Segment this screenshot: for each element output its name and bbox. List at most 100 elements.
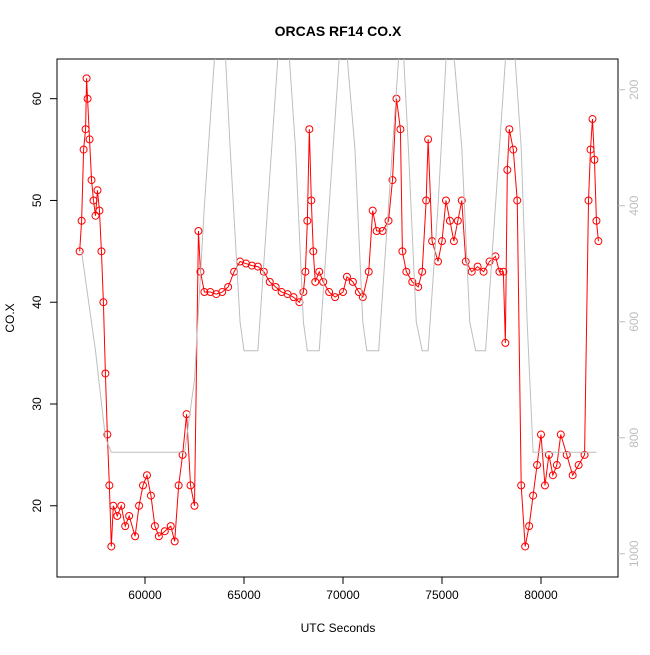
point: [533, 461, 542, 470]
point: [247, 261, 256, 270]
point: [580, 450, 589, 459]
point: [160, 527, 169, 536]
point: [449, 237, 458, 246]
point: [495, 267, 504, 276]
point: [568, 471, 577, 480]
point: [384, 216, 393, 225]
point: [301, 267, 310, 276]
chart-title: ORCAS RF14 CO.X: [275, 23, 402, 39]
point: [131, 532, 140, 541]
point: [378, 226, 387, 235]
y2-tick-label: 400: [627, 195, 641, 215]
point: [200, 288, 209, 297]
x-tick-label: 75000: [425, 588, 459, 602]
point: [501, 338, 510, 347]
point: [540, 481, 549, 490]
point: [473, 262, 482, 271]
point: [154, 532, 163, 541]
point: [82, 74, 91, 83]
plot-box: [56, 58, 619, 578]
x-tick-label: 65000: [227, 588, 261, 602]
point: [422, 196, 431, 205]
point: [388, 176, 397, 185]
x-tick-label: 80000: [524, 588, 558, 602]
y2-tick-label: 200: [627, 79, 641, 99]
point: [529, 491, 538, 500]
point: [319, 277, 328, 286]
point: [594, 237, 603, 246]
point: [305, 125, 314, 134]
point: [166, 522, 175, 531]
point: [418, 267, 427, 276]
point: [307, 196, 316, 205]
point: [117, 501, 126, 510]
point: [190, 501, 199, 510]
point: [87, 176, 96, 185]
point: [348, 277, 357, 286]
point: [424, 135, 433, 144]
point: [479, 267, 488, 276]
point: [91, 211, 100, 220]
point: [89, 196, 98, 205]
point: [81, 125, 90, 134]
point: [354, 288, 363, 297]
point: [85, 135, 94, 144]
point: [289, 293, 298, 302]
point: [342, 272, 351, 281]
point: [398, 247, 407, 256]
point: [113, 511, 122, 520]
point: [461, 257, 470, 266]
point: [77, 216, 86, 225]
point: [309, 247, 318, 256]
point: [485, 257, 494, 266]
point: [503, 165, 512, 174]
point: [218, 288, 227, 297]
point: [441, 196, 450, 205]
point: [265, 277, 274, 286]
point: [402, 267, 411, 276]
point: [271, 282, 280, 291]
x-tick-label: 60000: [128, 588, 162, 602]
point: [315, 267, 324, 276]
point: [311, 277, 320, 286]
point: [139, 481, 148, 490]
point: [299, 288, 308, 297]
series-line: [79, 78, 599, 547]
point: [107, 542, 116, 551]
point: [517, 481, 526, 490]
point: [467, 267, 476, 276]
point: [396, 125, 405, 134]
point: [590, 155, 599, 164]
point: [83, 94, 92, 103]
point: [101, 369, 110, 378]
point: [586, 145, 595, 154]
point: [79, 145, 88, 154]
point: [109, 501, 118, 510]
y-tick-label: 60: [30, 92, 44, 106]
point: [556, 430, 565, 439]
point: [303, 216, 312, 225]
y2-tick-label: 600: [627, 311, 641, 331]
y2-tick-label: 800: [627, 427, 641, 447]
point: [135, 501, 144, 510]
point: [548, 471, 557, 480]
point: [513, 196, 522, 205]
point: [544, 450, 553, 459]
point: [536, 430, 545, 439]
point: [253, 262, 262, 271]
point: [97, 247, 106, 256]
y-tick-label: 40: [30, 295, 44, 309]
point: [499, 267, 508, 276]
point: [338, 288, 347, 297]
point: [592, 216, 601, 225]
point: [457, 196, 466, 205]
point: [105, 481, 114, 490]
plot-area: [75, 59, 603, 551]
point: [224, 282, 233, 291]
point: [142, 471, 151, 480]
point: [174, 481, 183, 490]
point: [408, 277, 417, 286]
y-tick-label: 50: [30, 193, 44, 207]
point: [364, 267, 373, 276]
